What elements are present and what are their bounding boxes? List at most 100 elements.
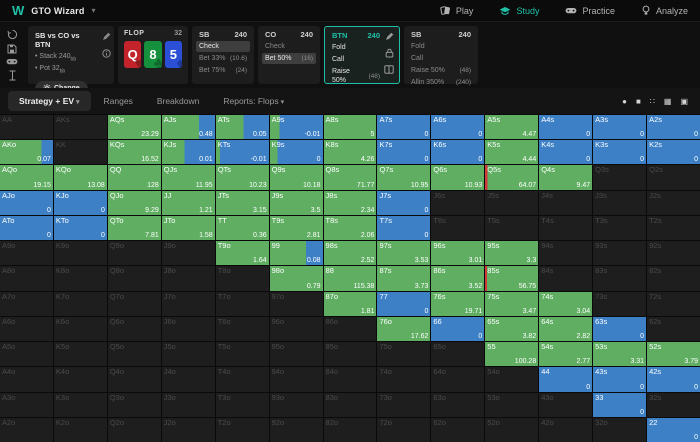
save-icon[interactable] [7, 44, 17, 54]
hand-cell-AKs[interactable]: AKs [53, 115, 107, 140]
hand-cell-K8o[interactable]: K8o [53, 266, 107, 291]
hand-cell-98s[interactable]: 98s 2.52 [323, 241, 377, 266]
hand-cell-K4s[interactable]: K4s 0 [539, 140, 593, 165]
nav-item-play[interactable]: Play [440, 5, 473, 16]
hand-cell-T9o[interactable]: T9o 1.64 [215, 241, 269, 266]
hand-cell-J9o[interactable]: J9o [161, 241, 215, 266]
hand-cell-ATs[interactable]: ATs 0.05 [215, 115, 269, 140]
tab-breakdown[interactable]: Breakdown [156, 96, 200, 106]
hand-cell-99[interactable]: 99 0.08 [269, 241, 323, 266]
hand-cell-T3o[interactable]: T3o [215, 392, 269, 417]
hand-cell-87o[interactable]: 87o 1.81 [323, 291, 377, 316]
hand-cell-76s[interactable]: 76s 19.71 [431, 291, 485, 316]
hand-cell-Q9o[interactable]: Q9o [107, 241, 161, 266]
hand-cell-Q4o[interactable]: Q4o [107, 367, 161, 392]
hand-cell-J4s[interactable]: J4s [539, 190, 593, 215]
hand-cell-KJo[interactable]: KJo 0 [53, 190, 107, 215]
hand-cell-K9s[interactable]: K9s 0 [269, 140, 323, 165]
hand-cell-JJ[interactable]: JJ 1.21 [161, 190, 215, 215]
hand-cell-64o[interactable]: 64o [431, 367, 485, 392]
hand-cell-J3o[interactable]: J3o [161, 392, 215, 417]
hand-cell-J8s[interactable]: J8s 2.34 [323, 190, 377, 215]
hand-cell-74o[interactable]: 74o [377, 367, 431, 392]
hand-cell-KTs[interactable]: KTs -0.01 [215, 140, 269, 165]
hand-cell-JTo[interactable]: JTo 1.58 [161, 215, 215, 241]
hand-cell-AQo[interactable]: AQo 19.15 [0, 165, 53, 190]
hand-cell-Q7s[interactable]: Q7s 10.95 [377, 165, 431, 190]
hand-cell-Q7o[interactable]: Q7o [107, 291, 161, 316]
hand-cell-KK[interactable]: KK [53, 140, 107, 165]
hand-cell-64s[interactable]: 64s 2.82 [539, 316, 593, 342]
hand-cell-A3o[interactable]: A3o [0, 392, 53, 417]
square-icon[interactable]: ■ [635, 96, 641, 106]
hand-cell-93o[interactable]: 93o [269, 392, 323, 417]
hand-cell-J5s[interactable]: J5s [485, 190, 539, 215]
hand-cell-AJo[interactable]: AJo 0 [0, 190, 53, 215]
hand-cell-52s[interactable]: 52s 3.79 [647, 342, 700, 367]
hand-cell-Q6o[interactable]: Q6o [107, 316, 161, 342]
hand-cell-T2o[interactable]: T2o [215, 417, 269, 442]
tab-ranges[interactable]: Ranges [103, 96, 133, 106]
hand-cell-Q2s[interactable]: Q2s [647, 165, 700, 190]
action-raise-50-[interactable]: Raise 50% (48) [332, 68, 380, 84]
hand-cell-K9o[interactable]: K9o [53, 241, 107, 266]
hand-cell-QQ[interactable]: QQ 128 [107, 165, 161, 190]
hand-cell-A7o[interactable]: A7o [0, 291, 53, 316]
action-bet-33-[interactable]: Bet 33% (10.6) [199, 55, 247, 62]
hand-cell-Q9s[interactable]: Q9s 10.18 [269, 165, 323, 190]
info-icon[interactable] [102, 49, 111, 58]
hand-cell-T8o[interactable]: T8o [215, 266, 269, 291]
hand-cell-K2s[interactable]: K2s 0 [647, 140, 700, 165]
hand-cell-T8s[interactable]: T8s 2.06 [323, 215, 377, 241]
hand-cell-53s[interactable]: 53s 3.31 [593, 342, 647, 367]
hand-cell-KQs[interactable]: KQs 16.52 [107, 140, 161, 165]
hand-cell-AJs[interactable]: AJs 0.48 [161, 115, 215, 140]
hand-filter-icon[interactable] [8, 70, 17, 81]
pencil-icon[interactable] [385, 32, 394, 41]
hand-cell-97s[interactable]: 97s 3.53 [377, 241, 431, 266]
gamepad-icon[interactable] [6, 57, 18, 66]
hand-cell-AA[interactable]: AA [0, 115, 53, 140]
hand-cell-A7s[interactable]: A7s 0 [377, 115, 431, 140]
hand-cell-TT[interactable]: TT 0.36 [215, 215, 269, 241]
hand-cell-A9o[interactable]: A9o [0, 241, 53, 266]
hand-cell-K5o[interactable]: K5o [53, 342, 107, 367]
grid-icon[interactable]: ▦ [663, 96, 672, 106]
chevron-down-icon[interactable]: ▾ [91, 6, 96, 15]
hand-cell-A6s[interactable]: A6s 0 [431, 115, 485, 140]
hand-cell-T3s[interactable]: T3s [593, 215, 647, 241]
hand-cell-Q6s[interactable]: Q6s 10.93 [431, 165, 485, 190]
history-icon[interactable] [7, 29, 18, 40]
hand-cell-T4o[interactable]: T4o [215, 367, 269, 392]
hand-cell-T2s[interactable]: T2s [647, 215, 700, 241]
hand-cell-84o[interactable]: 84o [323, 367, 377, 392]
hand-cell-QTs[interactable]: QTs 10.23 [215, 165, 269, 190]
hand-cell-J8o[interactable]: J8o [161, 266, 215, 291]
hand-cell-K3s[interactable]: K3s 0 [593, 140, 647, 165]
hand-cell-87s[interactable]: 87s 3.73 [377, 266, 431, 291]
hand-cell-T5o[interactable]: T5o [215, 342, 269, 367]
hand-cell-T5s[interactable]: T5s [485, 215, 539, 241]
hand-cell-ATo[interactable]: ATo 0 [0, 215, 53, 241]
hand-cell-JTs[interactable]: JTs 3.15 [215, 190, 269, 215]
hand-cell-63o[interactable]: 63o [431, 392, 485, 417]
hand-cell-T9s[interactable]: T9s 2.81 [269, 215, 323, 241]
action-call[interactable]: Call [411, 55, 424, 62]
hand-cell-95o[interactable]: 95o [269, 342, 323, 367]
hand-cell-42s[interactable]: 42s 0 [647, 367, 700, 392]
hand-cell-K3o[interactable]: K3o [53, 392, 107, 417]
hand-cell-85s[interactable]: 85s 56.75 [485, 266, 539, 291]
hand-cell-Q8s[interactable]: Q8s 71.77 [323, 165, 377, 190]
hand-cell-Q5o[interactable]: Q5o [107, 342, 161, 367]
hand-cell-82s[interactable]: 82s [647, 266, 700, 291]
hand-cell-J4o[interactable]: J4o [161, 367, 215, 392]
hand-cell-K7s[interactable]: K7s 0 [377, 140, 431, 165]
hand-cell-A8o[interactable]: A8o [0, 266, 53, 291]
hand-cell-43s[interactable]: 43s 0 [593, 367, 647, 392]
hand-cell-K6s[interactable]: K6s 0 [431, 140, 485, 165]
hand-cell-J2s[interactable]: J2s [647, 190, 700, 215]
hand-cell-95s[interactable]: 95s 3.3 [485, 241, 539, 266]
action-fold[interactable]: Fold [332, 44, 346, 51]
hand-cell-94o[interactable]: 94o [269, 367, 323, 392]
hand-cell-Q8o[interactable]: Q8o [107, 266, 161, 291]
